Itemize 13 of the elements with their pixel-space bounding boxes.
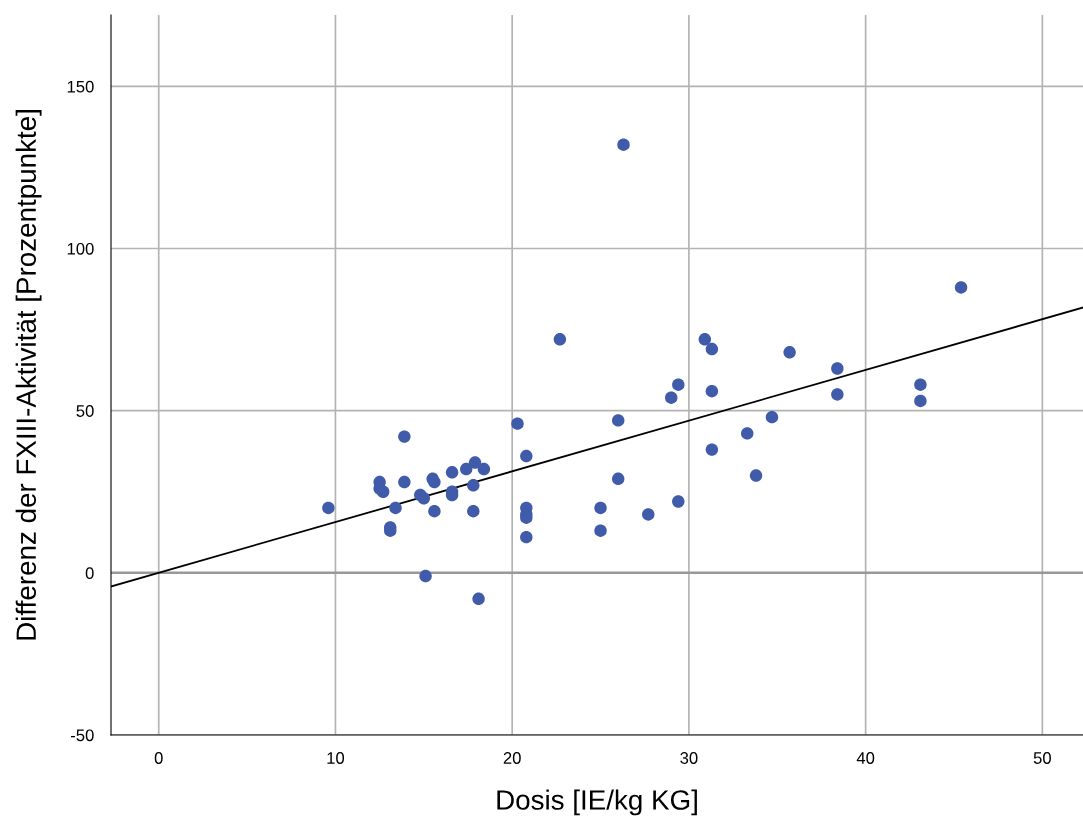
x-tick-label: 50 (1033, 752, 1051, 764)
y-tick-label: 150 (67, 80, 94, 93)
y-tick-label: 100 (67, 242, 94, 255)
x-tick-label: 0 (154, 752, 163, 764)
x-tick-label: 30 (680, 752, 698, 764)
x-tick-label: 20 (503, 752, 521, 764)
y-axis-title: Differenz der FXIII-Aktivität [Prozentpunkte] (15, 110, 42, 640)
y-tick-label: -50 (70, 729, 94, 742)
x-tick-label: 10 (327, 752, 345, 764)
x-tick-label: 40 (856, 752, 875, 764)
y-tick-label: 50 (76, 405, 94, 417)
y-tick-label: 0 (85, 567, 94, 580)
x-axis-title: Dosis [IE/kg KG] (497, 789, 697, 816)
